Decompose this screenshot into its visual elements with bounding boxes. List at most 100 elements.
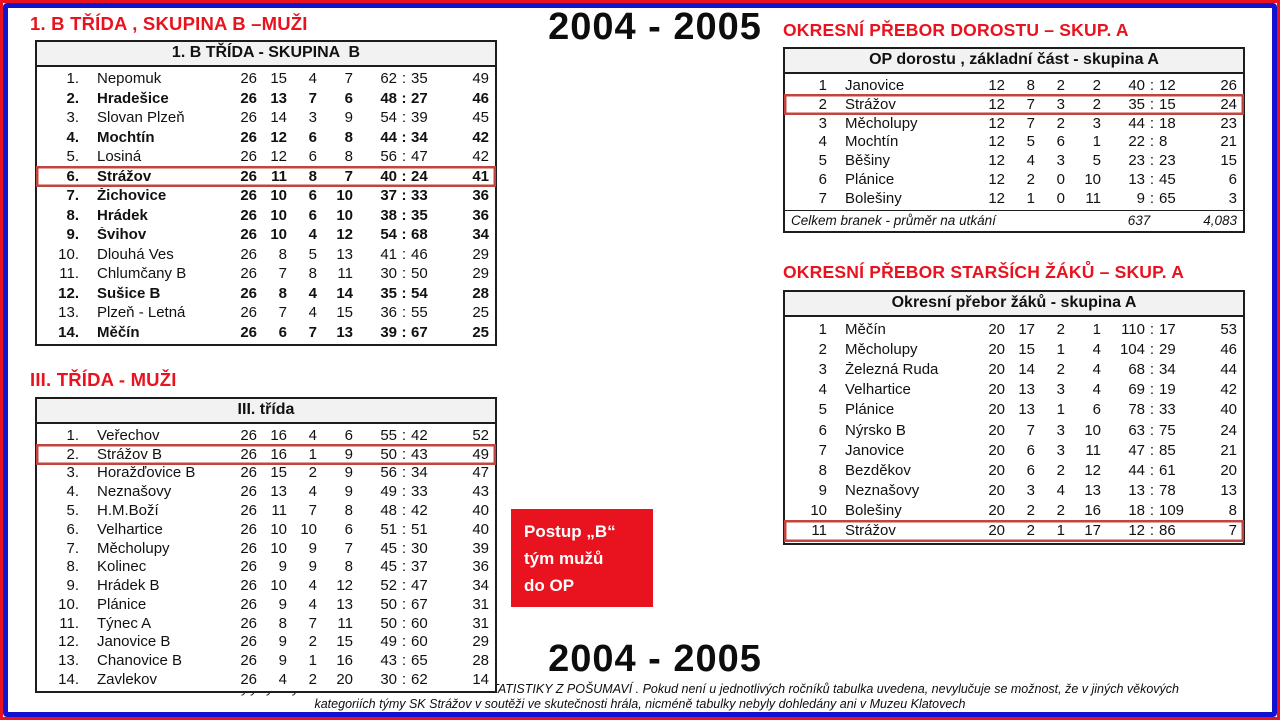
games-cell: 26 bbox=[240, 502, 257, 520]
losses-cell: 12 bbox=[336, 577, 353, 595]
table-row-highlighted: 2. Strážov B 26 16 1 9 50:43 49 bbox=[37, 445, 495, 464]
games-cell: 26 bbox=[240, 633, 257, 651]
goals-for: 49 bbox=[380, 483, 397, 501]
wins-cell: 10 bbox=[270, 226, 287, 244]
points-cell: 13 bbox=[1220, 482, 1237, 500]
team-name-cell: Žichovice bbox=[97, 188, 167, 204]
wins-cell: 9 bbox=[278, 652, 287, 670]
points-cell: 21 bbox=[1220, 441, 1237, 459]
table-row: 11. Týnec A 26 8 7 11 50:60 31 bbox=[37, 614, 495, 633]
team-name-cell: Nýrsko B bbox=[845, 422, 906, 438]
score-cell: 36:55 bbox=[353, 305, 443, 320]
draws-cell: 2 bbox=[1056, 76, 1065, 94]
score-separator: : bbox=[401, 245, 407, 263]
losses-cell: 13 bbox=[336, 323, 353, 341]
team-name-cell: Chlumčany B bbox=[97, 266, 187, 282]
goals-against: 47 bbox=[411, 148, 428, 166]
wins-cell: 13 bbox=[270, 483, 287, 501]
losses-cell: 7 bbox=[344, 70, 353, 88]
draws-cell: 2 bbox=[1056, 114, 1065, 132]
goals-for: 38 bbox=[380, 206, 397, 224]
goals-for: 40 bbox=[1128, 76, 1145, 94]
team-name-cell: Losiná bbox=[97, 149, 142, 165]
goals-against: 86 bbox=[1159, 522, 1176, 540]
score-separator: : bbox=[401, 520, 407, 538]
points-cell: 47 bbox=[472, 464, 489, 482]
heading-op-dorostu: OKRESNÍ PŘEBOR DOROSTU – SKUP. A bbox=[783, 20, 1129, 40]
draws-cell: 4 bbox=[308, 595, 317, 613]
table-row-highlighted: 6. Strážov 26 11 8 7 40:24 41 bbox=[37, 167, 495, 187]
score-cell: 63:75 bbox=[1101, 423, 1191, 438]
table-row: 4. Mochtín 26 12 6 8 44:34 42 bbox=[37, 128, 495, 148]
losses-cell: 2 bbox=[1092, 76, 1101, 94]
score-cell: 13:78 bbox=[1101, 483, 1191, 498]
team-name-cell: Mochtín bbox=[97, 129, 155, 145]
rank-cell: 2 bbox=[818, 340, 827, 358]
wins-cell: 7 bbox=[278, 304, 287, 322]
draws-cell: 3 bbox=[1056, 381, 1065, 399]
score-cell: 69:19 bbox=[1101, 382, 1191, 397]
team-name-cell: Švihov bbox=[97, 227, 147, 243]
table-row: 6. Velhartice 26 10 10 6 51:51 40 bbox=[37, 520, 495, 539]
rank-cell: 11 bbox=[811, 522, 827, 540]
rank-cell: 12. bbox=[58, 284, 79, 302]
goals-for: 54 bbox=[380, 226, 397, 244]
rank-cell: 3 bbox=[818, 114, 827, 132]
table-row: 3 Měcholupy 12 7 2 3 44:18 23 bbox=[785, 114, 1243, 133]
points-cell: 7 bbox=[1228, 522, 1237, 540]
goals-against: 68 bbox=[411, 226, 428, 244]
games-cell: 12 bbox=[988, 171, 1005, 189]
table-row: 1 Janovice 12 8 2 2 40:12 26 bbox=[785, 76, 1243, 95]
draws-cell: 0 bbox=[1056, 171, 1065, 189]
team-name-cell: Strážov B bbox=[97, 446, 163, 462]
losses-cell: 16 bbox=[1084, 502, 1101, 520]
goals-against: 60 bbox=[411, 614, 428, 632]
goals-against: 67 bbox=[411, 595, 428, 613]
games-cell: 26 bbox=[240, 464, 257, 482]
games-cell: 26 bbox=[240, 245, 257, 263]
table-row: 11. Chlumčany B 26 7 8 11 30:50 29 bbox=[37, 264, 495, 284]
score-cell: 41:46 bbox=[353, 247, 443, 262]
losses-cell: 15 bbox=[336, 633, 353, 651]
points-cell: 40 bbox=[472, 502, 489, 520]
score-separator: : bbox=[1149, 152, 1155, 170]
losses-cell: 11 bbox=[1085, 189, 1101, 207]
draws-cell: 1 bbox=[308, 445, 317, 463]
rank-cell: 5 bbox=[818, 401, 827, 419]
score-separator: : bbox=[401, 426, 407, 444]
score-separator: : bbox=[1149, 133, 1155, 151]
goals-for: 50 bbox=[380, 595, 397, 613]
losses-cell: 6 bbox=[344, 89, 353, 107]
goals-for: 47 bbox=[1128, 441, 1145, 459]
points-cell: 6 bbox=[1228, 171, 1237, 189]
goals-against: 34 bbox=[411, 464, 428, 482]
points-cell: 28 bbox=[472, 284, 489, 302]
team-name-cell: Dlouhá Ves bbox=[97, 246, 174, 262]
team-name-cell: Měčín bbox=[845, 321, 886, 337]
rank-cell: 11. bbox=[59, 614, 79, 632]
score-cell: 49:33 bbox=[353, 484, 443, 499]
score-separator: : bbox=[401, 226, 407, 244]
wins-cell: 8 bbox=[1026, 76, 1035, 94]
score-separator: : bbox=[1149, 76, 1155, 94]
score-separator: : bbox=[401, 148, 407, 166]
losses-cell: 13 bbox=[336, 595, 353, 613]
games-cell: 26 bbox=[240, 671, 257, 689]
games-cell: 26 bbox=[240, 304, 257, 322]
table-row: 9. Švihov 26 10 4 12 54:68 34 bbox=[37, 225, 495, 245]
draws-cell: 10 bbox=[300, 520, 317, 538]
rank-cell: 14. bbox=[58, 671, 79, 689]
score-separator: : bbox=[401, 595, 407, 613]
wins-cell: 4 bbox=[278, 671, 287, 689]
goals-against: 78 bbox=[1159, 482, 1176, 500]
goals-against: 75 bbox=[1159, 421, 1176, 439]
score-separator: : bbox=[401, 445, 407, 463]
points-cell: 34 bbox=[472, 226, 489, 244]
table-row: 10. Dlouhá Ves 26 8 5 13 41:46 29 bbox=[37, 245, 495, 265]
footnote-line-2: kategoriích týmy SK Strážov v soutěži ve… bbox=[314, 697, 966, 712]
games-cell: 20 bbox=[988, 320, 1005, 338]
goals-for: 50 bbox=[380, 445, 397, 463]
wins-cell: 11 bbox=[271, 502, 287, 520]
rank-cell: 4 bbox=[818, 133, 827, 151]
goals-against: 42 bbox=[411, 426, 428, 444]
